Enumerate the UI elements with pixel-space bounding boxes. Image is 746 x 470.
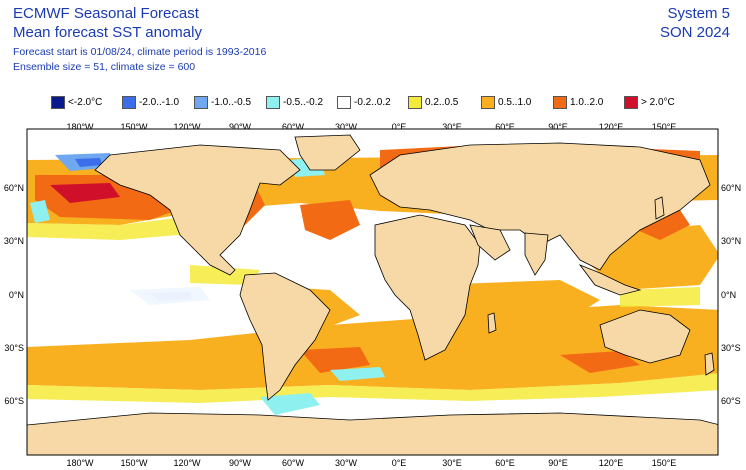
lon-label-top: 90°E <box>548 122 568 132</box>
lon-label-top: 150°W <box>120 122 148 132</box>
title-line-1: ECMWF Seasonal Forecast <box>13 5 199 22</box>
japan <box>654 196 665 220</box>
legend-item: -2.0..-1.0 <box>122 94 179 110</box>
lat-label-right: 60°S <box>721 396 741 406</box>
lon-label-top: 90°W <box>229 122 252 132</box>
legend-label: -1.0..-0.5 <box>211 96 252 108</box>
lat-label-right: 60°N <box>721 183 741 193</box>
legend-swatch <box>266 95 280 109</box>
africa <box>374 214 481 361</box>
anomaly-0p2-0p5 <box>27 215 718 403</box>
lon-labels-top: 180°W 150°W 120°W 90°W 60°W 30°W 0°E 30°… <box>66 122 676 132</box>
lon-label-top: 120°E <box>599 122 624 132</box>
india <box>524 232 549 276</box>
season-label: SON 2024 <box>659 24 730 41</box>
lon-label-bottom: 60°W <box>282 458 305 468</box>
map-frame <box>26 128 719 456</box>
lat-label-right: 30°S <box>721 343 741 353</box>
lat-label-left: 0°N <box>9 290 24 300</box>
new-zealand <box>704 352 715 376</box>
madagascar <box>487 312 497 334</box>
lat-label-left: 60°N <box>4 183 24 193</box>
lat-label-right: 0°N <box>721 290 736 300</box>
legend-swatch <box>553 95 567 109</box>
map-field <box>27 129 718 455</box>
greenland <box>294 134 361 171</box>
southeast-asia <box>578 264 642 296</box>
lon-label-bottom: 0°E <box>392 458 407 468</box>
antarctica <box>27 412 718 455</box>
ensemble-size-info: Ensemble size = 51, climate size = 600 <box>13 61 196 73</box>
lon-label-bottom: 90°E <box>548 458 568 468</box>
north-america <box>94 144 301 276</box>
lat-label-left: 30°N <box>4 236 24 246</box>
legend-swatch <box>51 95 65 109</box>
lon-label-bottom: 60°E <box>495 458 515 468</box>
lat-label-left: 60°S <box>4 396 24 406</box>
forecast-start-info: Forecast start is 01/08/24, climate peri… <box>13 46 267 58</box>
eurasia <box>369 142 711 271</box>
south-america <box>239 272 331 401</box>
legend-label: 1.0..2.0 <box>570 96 604 108</box>
lat-label-left: 30°S <box>4 343 24 353</box>
color-legend: <-2.0°C -2.0..-1.0 -1.0..-0.5 -0.5..-0.2 -0.… <box>0 94 746 110</box>
legend-item: > 2.0°C <box>624 94 675 110</box>
lon-label-bottom: 90°W <box>229 458 252 468</box>
legend-item: -0.2..0.2 <box>337 94 391 110</box>
legend-swatch <box>194 95 208 109</box>
legend-label: 0.5..1.0 <box>498 96 532 108</box>
lon-label-bottom: 150°W <box>120 458 148 468</box>
land-masses <box>27 134 718 455</box>
lon-label-top: 120°W <box>173 122 201 132</box>
legend-item: 0.2..0.5 <box>408 94 458 110</box>
lon-label-bottom: 30°E <box>442 458 462 468</box>
legend-swatch <box>408 95 422 109</box>
legend-item: -1.0..-0.5 <box>194 94 251 110</box>
lon-label-top: 30°E <box>442 122 462 132</box>
lon-labels-bottom: 180°W 150°W 120°W 90°W 60°W 30°W 0°E 30°… <box>66 458 676 468</box>
legend-label: > 2.0°C <box>641 96 675 108</box>
legend-swatch <box>122 95 136 109</box>
lat-labels-right: 60°N 30°N 0°N 30°S 60°S <box>721 183 741 406</box>
lon-label-top: 30°W <box>335 122 358 132</box>
legend-label: 0.2..0.5 <box>425 96 459 108</box>
eq-pacific-neutral <box>60 280 230 320</box>
legend-item: -0.5..-0.2 <box>266 94 323 110</box>
legend-label: -0.5..-0.2 <box>283 96 324 108</box>
lon-label-bottom: 120°E <box>599 458 624 468</box>
legend-label: -0.2..0.2 <box>354 96 391 108</box>
lon-label-bottom: 180°W <box>66 458 94 468</box>
lon-label-bottom: 30°W <box>335 458 358 468</box>
legend-label: <-2.0°C <box>68 96 103 108</box>
legend-item: <-2.0°C <box>51 94 102 110</box>
legend-swatch <box>481 95 495 109</box>
lon-label-top: 150°E <box>652 122 677 132</box>
sst-anomaly-map: 180°W 150°W 120°W 90°W 60°W 30°W 0°E 30°… <box>4 122 741 468</box>
lat-label-right: 30°N <box>721 236 741 246</box>
lon-label-top: 0°E <box>392 122 407 132</box>
legend-swatch <box>337 95 351 109</box>
lon-label-bottom: 120°W <box>173 458 201 468</box>
system-label: System 5 <box>667 5 730 22</box>
lat-labels-left: 60°N 30°N 0°N 30°S 60°S <box>4 183 24 406</box>
lon-label-bottom: 150°E <box>652 458 677 468</box>
lon-label-top: 60°W <box>282 122 305 132</box>
lon-label-top: 60°E <box>495 122 515 132</box>
legend-swatch <box>624 95 638 109</box>
lon-label-top: 180°W <box>66 122 94 132</box>
legend-label: -2.0..-1.0 <box>139 96 180 108</box>
title-line-2: Mean forecast SST anomaly <box>13 24 202 41</box>
legend-item: 1.0..2.0 <box>553 94 603 110</box>
legend-item: 0.5..1.0 <box>481 94 531 110</box>
australia <box>599 309 691 364</box>
arabia <box>469 224 511 261</box>
